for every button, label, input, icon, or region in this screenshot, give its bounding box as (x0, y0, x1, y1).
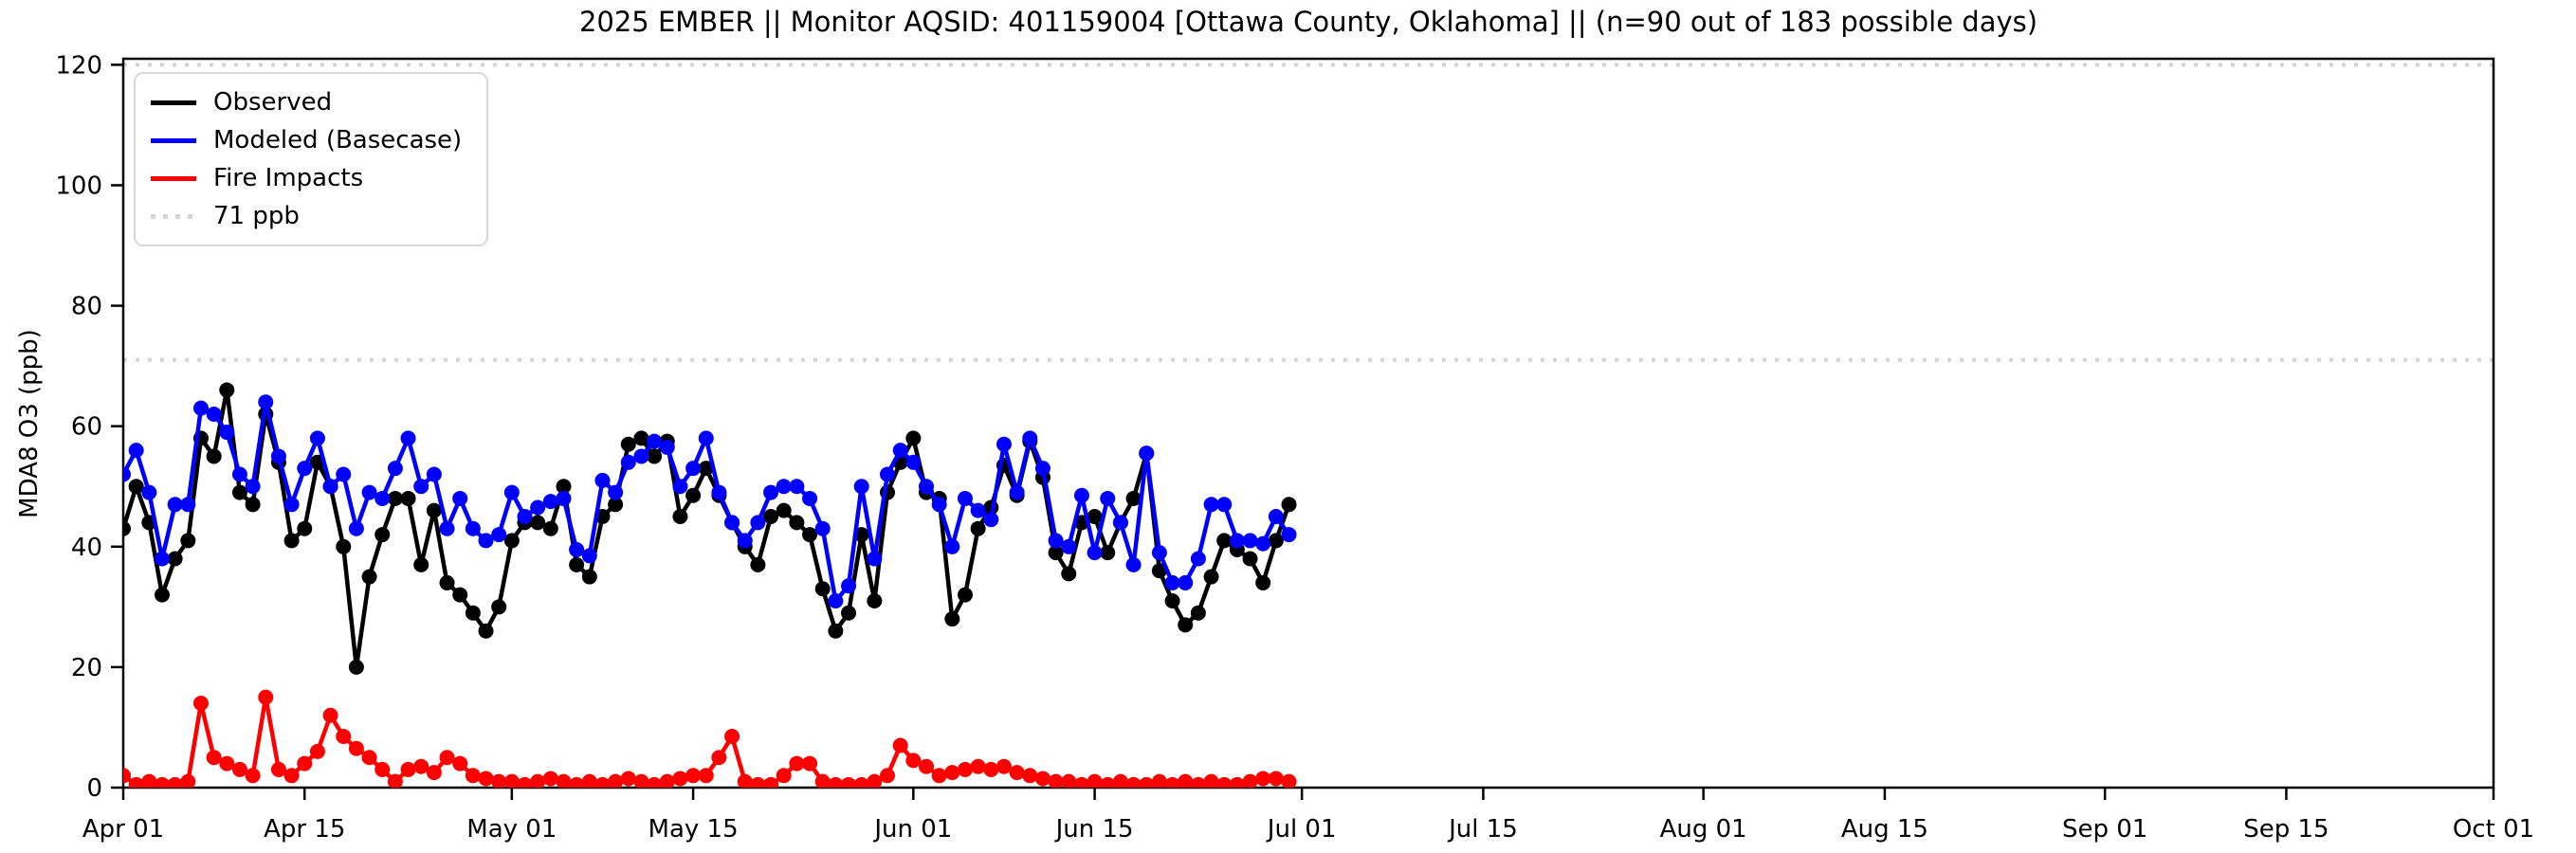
plot-frame (121, 57, 2495, 789)
svg-text:Jul 01: Jul 01 (1266, 815, 1337, 844)
chart-title: 2025 EMBER || Monitor AQSID: 401159004 [… (578, 6, 2038, 38)
svg-text:100: 100 (55, 172, 102, 200)
svg-text:May 01: May 01 (466, 815, 557, 844)
reference-lines (123, 63, 2494, 362)
modeled-line-swatch (151, 137, 196, 143)
x-axis: Apr 01 Apr 15 May 01 May 15 Jun 01 Jun 15 Jul … (82, 788, 2534, 844)
legend-label: Fire Impacts (213, 164, 364, 192)
series-fire-impacts (123, 689, 1297, 788)
legend: Observed Modeled (Basecase) Fire Impacts… (134, 72, 489, 246)
observed-line-swatch (151, 100, 196, 105)
svg-text:20: 20 (71, 654, 102, 682)
svg-text:Jun 15: Jun 15 (1054, 815, 1134, 844)
legend-label: Observed (213, 88, 333, 117)
legend-item-modeled: Modeled (Basecase) (151, 121, 462, 159)
svg-text:Jun 01: Jun 01 (872, 815, 952, 844)
svg-text:Sep 01: Sep 01 (2062, 815, 2147, 844)
fire-line-swatch (151, 175, 196, 181)
legend-label: 71 ppb (213, 202, 300, 230)
svg-text:60: 60 (71, 413, 102, 442)
svg-text:Sep 15: Sep 15 (2243, 815, 2329, 844)
svg-text:40: 40 (71, 534, 102, 562)
svg-text:Oct 01: Oct 01 (2453, 815, 2534, 844)
legend-item-observed: Observed (151, 83, 462, 121)
svg-text:80: 80 (71, 293, 102, 321)
svg-text:Aug 01: Aug 01 (1660, 815, 1747, 844)
threshold-line-swatch (151, 213, 196, 219)
svg-text:Jul 15: Jul 15 (1447, 815, 1518, 844)
y-axis-label: MDA8 O3 (ppb) (15, 329, 44, 518)
svg-text:May 15: May 15 (649, 815, 739, 844)
legend-label: Modeled (Basecase) (213, 126, 463, 154)
svg-text:120: 120 (55, 51, 102, 80)
svg-text:Apr 15: Apr 15 (264, 815, 345, 844)
series-modeled-basecase (123, 394, 1297, 608)
legend-item-fire: Fire Impacts (151, 159, 462, 197)
svg-text:0: 0 (86, 774, 102, 803)
svg-text:Aug 15: Aug 15 (1841, 815, 1928, 844)
legend-item-threshold: 71 ppb (151, 197, 462, 235)
y-axis: 0 20 40 60 80 100 120 (55, 51, 123, 803)
svg-text:Apr 01: Apr 01 (82, 815, 164, 844)
